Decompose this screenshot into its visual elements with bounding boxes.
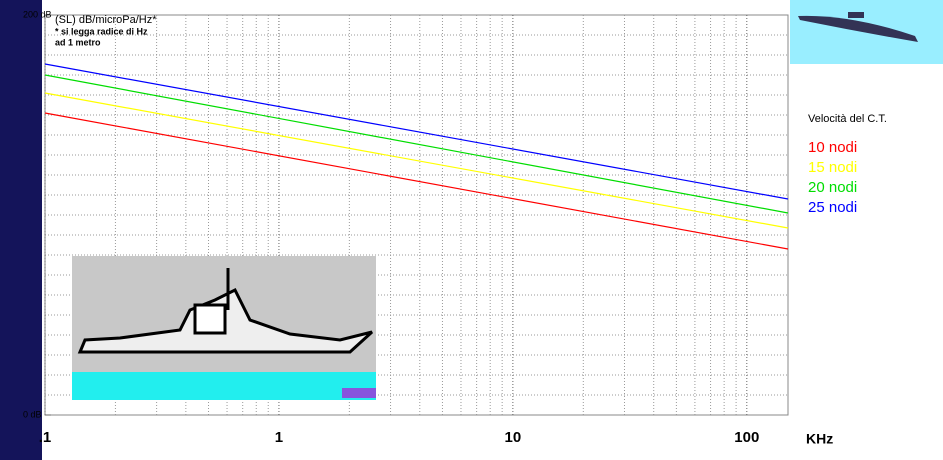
legend-entry: 25 nodi (808, 199, 857, 216)
annotation: (SL) dB/microPa/Hz* (55, 14, 157, 26)
x-tick-label: 1 (275, 429, 283, 446)
submarine-image (790, 0, 943, 64)
y-tick-label: 0 dB (23, 409, 42, 419)
annotation: ad 1 metro (55, 37, 101, 47)
x-tick-label: .1 (39, 429, 52, 446)
legend-entry: 15 nodi (808, 159, 857, 176)
legend-title: Velocità del C.T. (808, 113, 887, 125)
lines (44, 63, 789, 250)
series-line (44, 112, 789, 250)
x-axis-label: KHz (806, 431, 833, 447)
x-tick-label: 100 (734, 429, 759, 446)
annotation: * si legga radice di Hz (55, 26, 148, 36)
legend: 10 nodi 15 nodi 20 nodi 25 nodi (808, 139, 857, 216)
series-line (44, 63, 789, 200)
x-tick-label: 10 (505, 429, 522, 446)
series-line (44, 92, 789, 229)
legend-entry: 20 nodi (808, 179, 857, 196)
series-line (44, 74, 789, 214)
legend-entry: 10 nodi (808, 139, 857, 156)
ship-image (72, 256, 376, 400)
y-tick-label: 200 dB (23, 9, 52, 19)
left-strip (0, 0, 42, 460)
